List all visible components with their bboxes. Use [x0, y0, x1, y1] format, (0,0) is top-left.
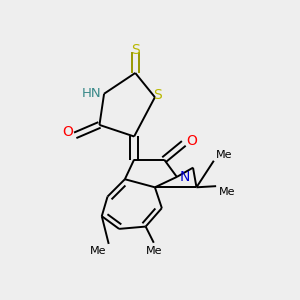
Text: N: N — [179, 170, 190, 184]
Text: Me: Me — [90, 246, 106, 256]
Text: S: S — [153, 88, 162, 102]
Text: Me: Me — [146, 246, 162, 256]
Text: Me: Me — [216, 150, 232, 160]
Text: HN: HN — [82, 87, 102, 100]
Text: Me: Me — [218, 187, 235, 197]
Text: O: O — [186, 134, 197, 148]
Text: S: S — [131, 43, 140, 57]
Text: O: O — [62, 125, 73, 139]
